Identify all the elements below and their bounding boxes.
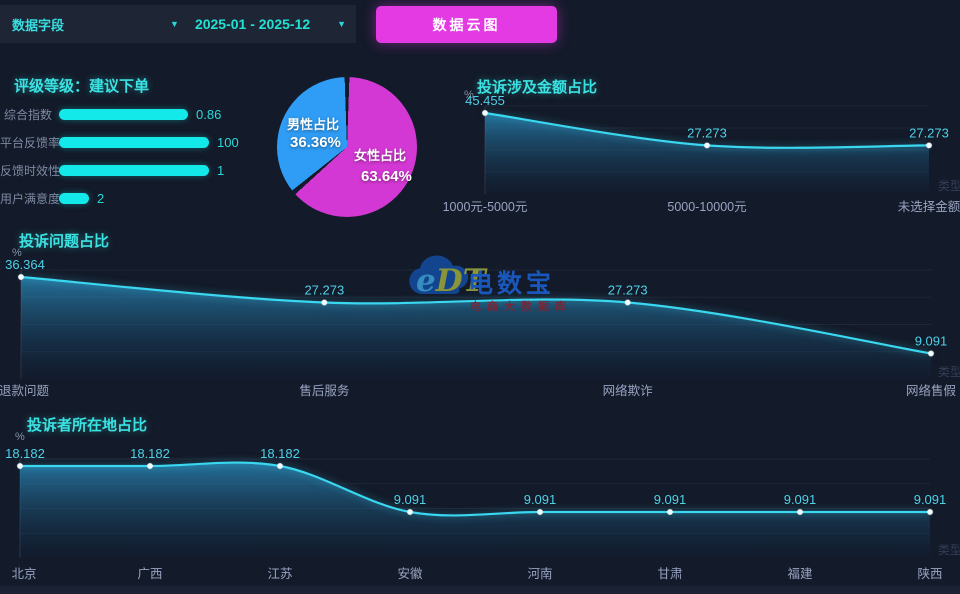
rating-row: 用户满意度 2 [0,184,239,212]
amount-axis-name-clipped: 类型 [938,179,960,193]
svg-text:1000元-5000元: 1000元-5000元 [443,200,528,214]
svg-text:9.091: 9.091 [914,492,947,507]
svg-text:网络售假: 网络售假 [906,383,957,398]
rating-row-label: 综合指数 [3,107,52,122]
chevron-down-icon: ▼ [170,18,179,29]
svg-text:河南: 河南 [527,566,552,581]
rating-row-label: 反馈时效性 [0,163,61,178]
rating-bar [59,136,209,148]
rating-row: 平台反馈率 100 [0,128,239,156]
svg-text:9.091: 9.091 [524,492,557,507]
data-field-dropdown[interactable]: 数据字段 ▼ [0,5,187,43]
svg-text:9.091: 9.091 [784,492,817,507]
date-range-label: 2025-01 - 2025-12 [194,16,311,32]
svg-text:5000-10000元: 5000-10000元 [667,200,746,214]
issue-chart-y-unit: % [12,247,22,259]
location-axis-name-clipped: 类型 [938,543,960,557]
issue-chart-title: 投诉问题占比 [19,233,110,250]
pie-female-percent: 63.64% [361,168,412,185]
rating-row: 综合指数 0.86 [0,100,239,128]
rating-row-value: 100 [217,134,239,150]
rating-row-label: 平台反馈率 [0,135,61,150]
svg-text:18.182: 18.182 [5,446,45,461]
rating-row-value: 2 [97,190,105,206]
pie-male-label: 男性占比 [287,117,340,132]
rating-bars: 综合指数 0.86 平台反馈率 100 反馈时效性 1 用户满意度 2 [0,100,239,212]
topbar: 数据字段 ▼ 2025-01 - 2025-12 ▼ [0,5,356,43]
svg-text:陕西: 陕西 [917,566,942,581]
svg-text:9.091: 9.091 [654,492,687,507]
svg-text:27.273: 27.273 [304,283,344,298]
svg-text:安徽: 安徽 [397,566,423,581]
rating-bar [59,192,89,204]
data-field-dropdown-label: 数据字段 [12,17,65,33]
svg-text:江苏: 江苏 [267,566,292,581]
amount-chart-y-unit: % [464,89,474,101]
issue-axis-name-clipped: 类型 [938,365,960,379]
data-cloud-button[interactable]: 数据云图 [376,6,557,43]
location-chart-title: 投诉者所在地占比 [27,417,148,434]
svg-text:网络欺诈: 网络欺诈 [603,383,654,398]
svg-text:36.364: 36.364 [5,257,45,272]
rating-bar [59,108,188,120]
amount-chart-title: 投诉涉及金额占比 [477,79,598,96]
issue-line-chart[interactable]: 36.364 退款问题 27.273 售后服务 27.273 网络欺诈 9.091 网络售假 [0,253,960,403]
gender-pie-chart[interactable] [277,77,417,217]
bottom-band [0,586,960,594]
pie-male-percent: 36.36% [290,134,341,151]
rating-row: 反馈时效性 1 [0,156,239,184]
svg-text:27.273: 27.273 [909,125,949,140]
svg-text:未选择金额: 未选择金额 [898,199,960,214]
svg-text:北京: 北京 [11,567,36,581]
rating-row-value: 1 [217,162,225,178]
rating-bar [59,164,209,176]
svg-text:9.091: 9.091 [394,492,427,507]
svg-text:售后服务: 售后服务 [299,383,349,398]
location-chart-y-unit: % [15,431,25,443]
rating-row-label: 用户满意度 [0,191,61,206]
date-range-dropdown[interactable]: 2025-01 - 2025-12 ▼ [187,5,356,43]
chevron-down-icon: ▼ [337,18,346,29]
svg-text:27.273: 27.273 [687,125,727,140]
svg-text:退款问题: 退款问题 [0,384,49,398]
svg-text:27.273: 27.273 [608,283,648,298]
svg-text:甘肃: 甘肃 [657,567,682,581]
svg-text:45.455: 45.455 [465,93,505,108]
svg-text:广西: 广西 [137,567,162,581]
pie-female-label: 女性占比 [354,148,407,163]
svg-text:9.091: 9.091 [915,334,948,349]
rating-title: 评级等级：建议下单 [14,78,150,95]
location-line-chart[interactable]: 18.182 北京 18.182 广西 18.182 江苏 9.091 安徽 9.091 河南 9.… [0,438,960,590]
svg-text:18.182: 18.182 [130,446,170,461]
rating-row-value: 0.86 [196,106,222,122]
svg-text:福建: 福建 [787,566,813,581]
amount-line-chart[interactable]: 45.455 1000元-5000元 27.273 5000-10000元 27.273… [440,70,960,220]
svg-text:18.182: 18.182 [260,446,300,461]
